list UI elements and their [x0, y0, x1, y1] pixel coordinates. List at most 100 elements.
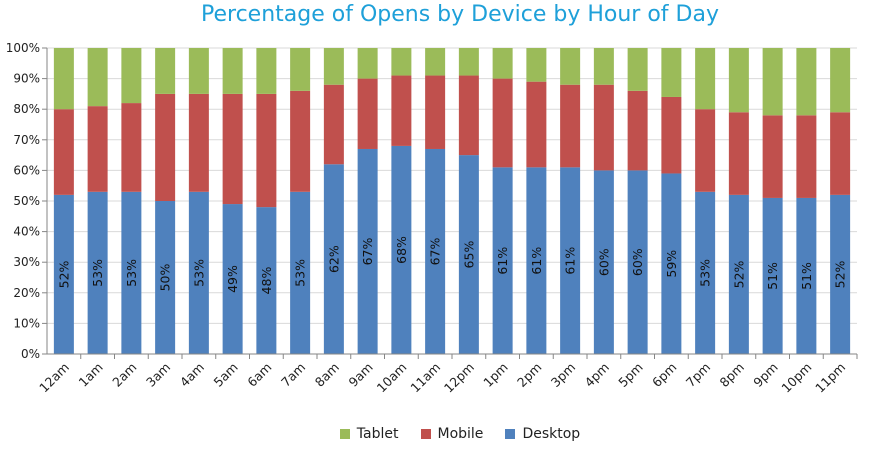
bar-desktop-5pm [627, 170, 648, 354]
bar-tablet-4am [188, 48, 209, 94]
bar-desktop-9pm [762, 197, 783, 354]
y-tick-label: 0% [21, 347, 40, 361]
bar-tablet-1pm [492, 48, 513, 79]
data-label-desktop-11am: 67% [428, 237, 443, 265]
bar-mobile-4am [188, 93, 209, 192]
bar-desktop-3pm [560, 167, 581, 354]
bar-tablet-8am [323, 48, 344, 85]
bar-mobile-9am [357, 78, 378, 149]
bars-layer: 52% 53% 53% 50% 53% 49% 48% 53% 62% 67% 68% 67% 65% 6… [53, 48, 851, 354]
grid-layer [47, 47, 857, 324]
data-label-desktop-4am: 53% [191, 259, 206, 287]
bar-desktop-2pm [526, 167, 547, 354]
chart-title: Percentage of Opens by Device by Hour of… [201, 2, 719, 27]
bar-desktop-11pm [830, 194, 851, 354]
bar-mobile-3am [155, 93, 176, 201]
bar-desktop-8pm [728, 194, 749, 354]
legend: Tablet Mobile Desktop [0, 426, 889, 442]
bar-tablet-11am [425, 48, 446, 76]
bar-desktop-10am [391, 145, 412, 354]
x-tick-label: 12pm [441, 360, 477, 396]
legend-swatch [505, 429, 516, 439]
legend-label: Mobile [437, 426, 484, 442]
bar-mobile-1pm [492, 78, 513, 168]
x-tick-label: 2pm [514, 360, 544, 390]
bar-mobile-7am [290, 90, 311, 192]
bar-desktop-7am [290, 191, 311, 354]
bar-mobile-1am [87, 106, 108, 192]
x-tick-label: 6pm [649, 360, 679, 390]
bar-mobile-3pm [560, 84, 581, 168]
bar-mobile-7pm [695, 109, 716, 192]
y-tick-label: 20% [13, 286, 40, 300]
legend-item-tablet: Tablet [339, 426, 399, 442]
y-tick-label: 40% [13, 225, 40, 239]
data-label-desktop-1pm: 61% [495, 247, 510, 275]
data-label-desktop-4pm: 60% [596, 248, 611, 276]
data-label-desktop-3pm: 61% [563, 247, 578, 275]
bar-tablet-7pm [695, 48, 716, 110]
x-tick-label: 11am [407, 360, 443, 396]
bar-desktop-11am [425, 148, 446, 354]
bar-tablet-3pm [560, 48, 581, 85]
bar-tablet-5am [222, 48, 243, 94]
bar-mobile-8am [323, 84, 344, 165]
bar-tablet-2am [121, 48, 142, 104]
data-label-desktop-6am: 48% [259, 267, 274, 295]
data-label-desktop-8am: 62% [326, 245, 341, 273]
bar-mobile-8pm [728, 112, 749, 195]
bar-mobile-4pm [593, 84, 614, 171]
data-label-desktop-5am: 49% [225, 265, 240, 293]
bar-tablet-10am [391, 48, 412, 76]
bar-mobile-12am [53, 109, 74, 195]
legend-swatch [420, 429, 431, 439]
x-tick-label: 5pm [615, 360, 645, 390]
bar-mobile-5pm [627, 90, 648, 171]
bar-mobile-2am [121, 103, 142, 192]
bar-tablet-9pm [762, 48, 783, 116]
x-tick-label: 11pm [812, 360, 848, 396]
data-label-desktop-9am: 67% [360, 237, 375, 265]
y-tick-label: 100% [6, 41, 40, 55]
bar-tablet-11pm [830, 48, 851, 113]
x-tick-label: 7pm [683, 360, 713, 390]
x-tick-label: 4am [177, 360, 207, 390]
bar-tablet-12pm [458, 48, 479, 76]
bar-mobile-12pm [458, 75, 479, 156]
y-tick-label: 10% [13, 316, 40, 330]
bar-mobile-10am [391, 75, 412, 146]
bar-desktop-1pm [492, 167, 513, 354]
x-tick-label: 2am [109, 360, 139, 390]
x-tick-label: 8am [312, 360, 342, 390]
bar-tablet-9am [357, 48, 378, 79]
data-label-desktop-12pm: 65% [461, 241, 476, 269]
data-label-desktop-7am: 53% [293, 259, 308, 287]
bar-tablet-1am [87, 48, 108, 107]
x-tick-label: 4pm [582, 360, 612, 390]
x-tick-label: 12am [36, 360, 72, 396]
x-tick-label: 10pm [778, 360, 814, 396]
bar-mobile-5am [222, 93, 243, 205]
y-tick-label: 90% [13, 72, 40, 86]
data-label-desktop-5pm: 60% [630, 248, 645, 276]
bar-desktop-4am [188, 191, 209, 354]
data-label-desktop-12am: 52% [56, 260, 71, 288]
legend-swatch [339, 429, 350, 439]
bar-mobile-11pm [830, 112, 851, 195]
x-tick-label: 3pm [548, 360, 578, 390]
bar-desktop-9am [357, 148, 378, 354]
bar-mobile-9pm [762, 115, 783, 198]
x-tick-label: 6am [244, 360, 274, 390]
bar-desktop-7pm [695, 191, 716, 354]
data-label-desktop-6pm: 59% [664, 250, 679, 278]
x-tick-label: 1am [75, 360, 105, 390]
bar-desktop-1am [87, 191, 108, 354]
bar-desktop-6am [256, 207, 277, 354]
legend-item-desktop: Desktop [505, 426, 580, 442]
x-tick-label: 5am [210, 360, 240, 390]
bar-mobile-2pm [526, 81, 547, 168]
bar-desktop-12am [53, 194, 74, 354]
data-label-desktop-2pm: 61% [529, 247, 544, 275]
data-label-desktop-3am: 50% [158, 263, 173, 291]
